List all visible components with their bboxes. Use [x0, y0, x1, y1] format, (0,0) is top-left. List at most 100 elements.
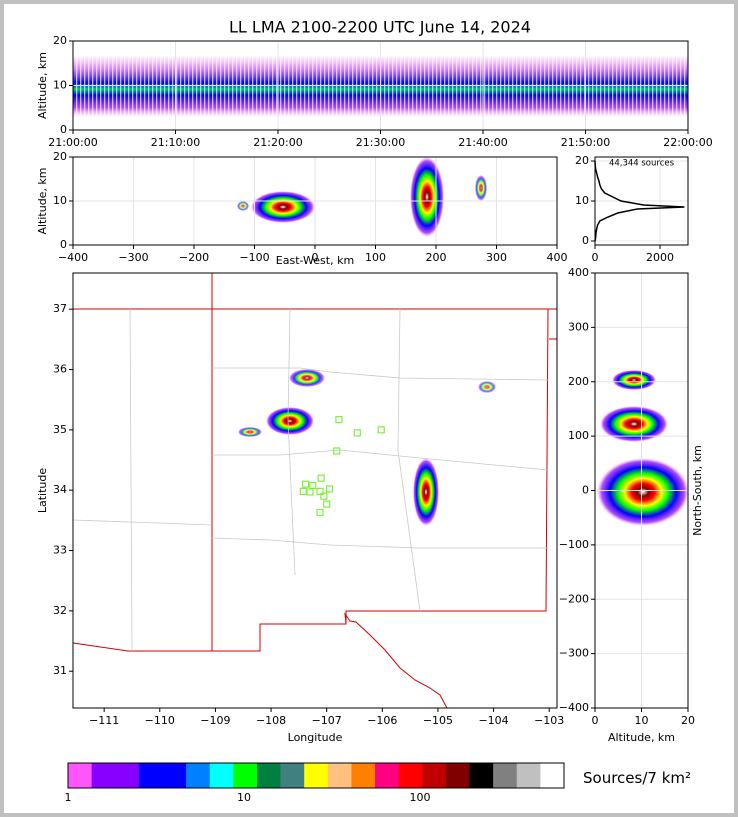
y-tick-label: 100 [568, 429, 589, 442]
plot-frame [594, 156, 689, 246]
y-tick-label: 33 [53, 544, 67, 557]
altitude-profile [594, 160, 685, 242]
x-tick-label: 21:50:00 [561, 136, 610, 149]
colorbar-frame [67, 762, 565, 789]
y-tick-label: 200 [568, 375, 589, 388]
colorbar-bin [91, 763, 116, 788]
y-tick-label: 20 [53, 150, 67, 163]
x-tick-label: −300 [118, 251, 148, 264]
colorbar-bin [327, 763, 352, 788]
colorbar-bin [68, 763, 92, 788]
x-tick-label: 0 [312, 251, 319, 264]
colorbar-bin [469, 763, 494, 788]
border-line [72, 308, 549, 652]
y-tick-label: 20 [575, 154, 589, 167]
y-tick-label: −300 [559, 647, 589, 660]
county-line [397, 308, 421, 612]
station [306, 488, 314, 496]
density-cloud [600, 406, 668, 442]
x-tick-label: −110 [145, 714, 175, 727]
station [323, 500, 331, 508]
source-count: 44,344 sources [609, 159, 675, 169]
station [377, 426, 385, 434]
y-tick-label: 37 [53, 302, 67, 315]
colorbar-tick-label: 100 [409, 791, 430, 804]
county-lines [72, 308, 549, 652]
background [4, 4, 734, 813]
y-tick-label: 36 [53, 363, 67, 376]
colorbar-bin [115, 763, 140, 788]
colorbar-bin [186, 763, 211, 788]
x-axis-label: Longitude [288, 731, 343, 744]
y-tick-label: 10 [53, 194, 67, 207]
density-cloud [612, 370, 656, 390]
plot-frame [72, 272, 558, 709]
y-tick-label: 35 [53, 423, 67, 436]
county-line [129, 308, 133, 652]
x-axis-label: Altitude, km [608, 731, 675, 744]
colorbar-bin [493, 763, 518, 788]
y-tick-label: 0 [60, 238, 67, 251]
x-tick-label: 21:40:00 [458, 136, 507, 149]
y-tick-label: 20 [53, 34, 67, 47]
x-tick-label: −400 [58, 251, 88, 264]
x-tick-label: 21:00:00 [48, 136, 97, 149]
x-tick-label: −105 [423, 714, 453, 727]
x-tick-label: 21:30:00 [356, 136, 405, 149]
colorbar-bin [445, 763, 470, 788]
y-axis-label: North-South, km [691, 445, 704, 536]
density-cloud [266, 407, 314, 435]
y-axis-label: Altitude, km [36, 167, 49, 234]
density-cloud [597, 458, 689, 526]
y-tick-label: 10 [53, 79, 67, 92]
colorbar-label: Sources/7 km² [583, 769, 691, 787]
county-line [211, 537, 548, 549]
density-cloud [251, 191, 315, 223]
plot-frame [72, 156, 558, 246]
density-cloud [238, 427, 262, 437]
y-axis-label: Altitude, km [36, 52, 49, 119]
density-cloud [478, 381, 496, 393]
x-tick-label: −100 [239, 251, 269, 264]
x-tick-label: 21:20:00 [253, 136, 302, 149]
colorbar-bin [398, 763, 423, 788]
x-tick-label: −107 [312, 714, 342, 727]
county-line [287, 308, 296, 576]
x-tick-label: 300 [486, 251, 507, 264]
x-tick-label: −103 [534, 714, 564, 727]
colorbar-bin [375, 763, 399, 788]
x-tick-label: 100 [365, 251, 386, 264]
x-tick-label: 20 [681, 714, 695, 727]
x-tick-label: −111 [89, 714, 119, 727]
y-tick-label: −100 [559, 538, 589, 551]
station [333, 447, 341, 455]
x-tick-label: 0 [592, 714, 599, 727]
colorbar-bin [138, 763, 163, 788]
colorbar-bin [351, 763, 376, 788]
x-tick-label: −108 [256, 714, 286, 727]
x-tick-label: 21:10:00 [151, 136, 200, 149]
colorbar-bin [162, 763, 187, 788]
x-tick-label: 2000 [646, 251, 674, 264]
colorbar-bin [304, 763, 329, 788]
state-borders [72, 273, 557, 709]
density-cloud [410, 157, 444, 237]
density-cloud [289, 369, 325, 387]
y-tick-label: 0 [582, 484, 589, 497]
x-tick-label: 400 [547, 251, 568, 264]
x-tick-label: −106 [367, 714, 397, 727]
y-tick-label: 31 [53, 664, 67, 677]
x-tick-label: −200 [179, 251, 209, 264]
x-tick-label: −109 [200, 714, 230, 727]
colorbar-bin [256, 763, 281, 788]
station [353, 429, 361, 437]
station [309, 481, 317, 489]
station [316, 508, 324, 517]
density-cloud [413, 458, 439, 526]
x-tick-label: −104 [478, 714, 508, 727]
y-tick-label: −200 [559, 592, 589, 605]
station [325, 485, 334, 493]
colorbar-bin [233, 763, 258, 788]
y-tick-label: 0 [60, 123, 67, 136]
